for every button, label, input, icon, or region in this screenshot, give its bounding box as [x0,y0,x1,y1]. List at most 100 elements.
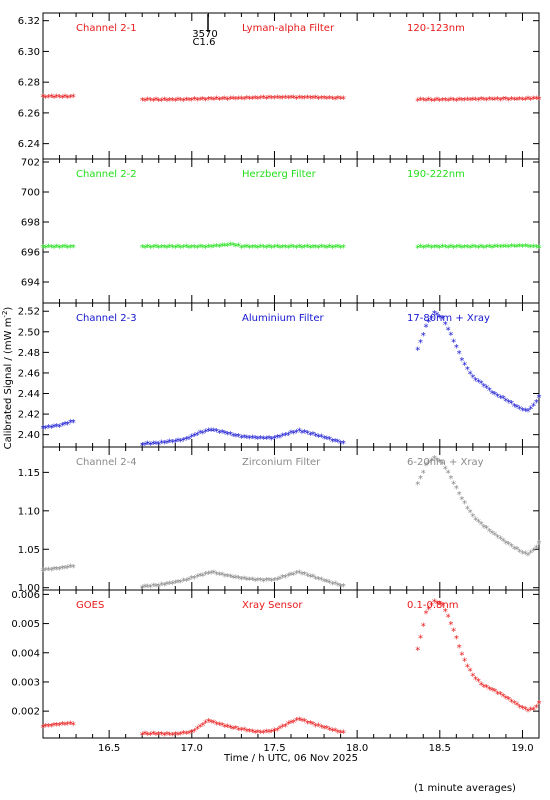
data-point: * [418,633,423,644]
data-point: * [140,243,145,254]
data-point: * [300,428,305,439]
data-point: * [142,583,147,594]
x-tick-label: 18.0 [346,743,368,754]
panel-frame [42,12,540,160]
data-point: * [269,727,274,738]
data-point: * [484,243,489,254]
data-point: * [206,95,211,106]
data-point: * [258,576,263,587]
data-point: * [153,731,158,742]
data-point: * [528,95,533,106]
data-point: * [517,404,522,415]
data-point: * [203,428,208,439]
data-point: * [421,96,426,107]
data-point: * [333,243,338,254]
panel-filter-label: Xray Sensor [242,600,303,611]
data-point: * [451,479,456,490]
data-point: * [473,243,478,254]
data-point: * [187,729,192,740]
data-point: * [173,730,178,741]
data-point: * [159,730,164,741]
data-point: * [286,94,291,105]
data-point: * [421,331,426,342]
data-point: * [272,243,277,254]
data-point: * [280,94,285,105]
data-point: * [162,439,167,450]
data-point: * [487,386,492,397]
y-tick-label: 6.26 [18,108,40,119]
data-point: * [316,432,321,443]
data-point: * [297,716,302,727]
data-point: * [165,97,170,108]
data-point: * [528,243,533,254]
data-point: * [523,705,528,716]
data-point: * [225,722,230,733]
data-point: * [217,720,222,731]
x-axis-label: Time / h UTC, 06 Nov 2025 [223,753,358,764]
data-point: * [473,516,478,527]
data-point: * [523,549,528,560]
data-point: * [341,582,346,593]
data-point: * [531,95,536,106]
data-point: * [247,727,252,738]
data-point: * [291,429,296,440]
data-point: * [501,692,506,703]
data-point: * [255,435,260,446]
data-point: * [322,577,327,588]
data-point: * [148,440,153,451]
data-point: * [512,544,517,555]
x-tick-label: 17.0 [181,743,203,754]
data-point: * [509,697,514,708]
data-point: * [506,398,511,409]
data-point: * [156,582,161,593]
data-point: * [46,565,51,576]
data-point: * [159,243,164,254]
data-point: * [203,570,208,581]
data-point: * [311,573,316,584]
data-point: * [170,580,175,591]
data-point: * [176,578,181,589]
data-point: * [286,572,291,583]
data-point: * [217,428,222,439]
data-point: * [151,440,156,451]
data-point: * [209,95,214,106]
data-point: * [239,575,244,586]
data-point: * [443,96,448,107]
data-point: * [316,575,321,586]
data-point: * [46,93,51,104]
data-point: * [217,571,222,582]
data-point: * [415,646,420,657]
data-point: * [313,722,318,733]
data-point: * [446,97,451,108]
panel-band-label: 17-80nm + Xray [407,313,490,324]
data-point: * [440,459,445,470]
data-point: * [247,434,252,445]
data-point: * [242,95,247,106]
data-point: * [43,566,48,577]
data-point: * [206,427,211,438]
data-point: * [484,384,489,395]
data-point: * [465,95,470,106]
data-point: * [52,721,57,732]
data-point: * [429,314,434,325]
data-point: * [327,578,332,589]
data-point: * [52,423,57,434]
data-point: * [178,437,183,448]
data-point: * [266,576,271,587]
data-point: * [512,699,517,710]
data-point: * [426,96,431,107]
data-point: * [462,243,467,254]
data-point: * [46,722,51,733]
data-point: * [520,96,525,107]
data-point: * [71,418,76,429]
data-point: * [43,722,48,733]
data-point: * [448,96,453,107]
data-point: * [220,721,225,732]
data-point: * [291,243,296,254]
data-point: * [476,96,481,107]
data-point: * [432,598,437,609]
data-point: * [313,431,318,442]
data-point: * [484,524,489,535]
data-point: * [424,461,429,472]
data-point: * [313,243,318,254]
